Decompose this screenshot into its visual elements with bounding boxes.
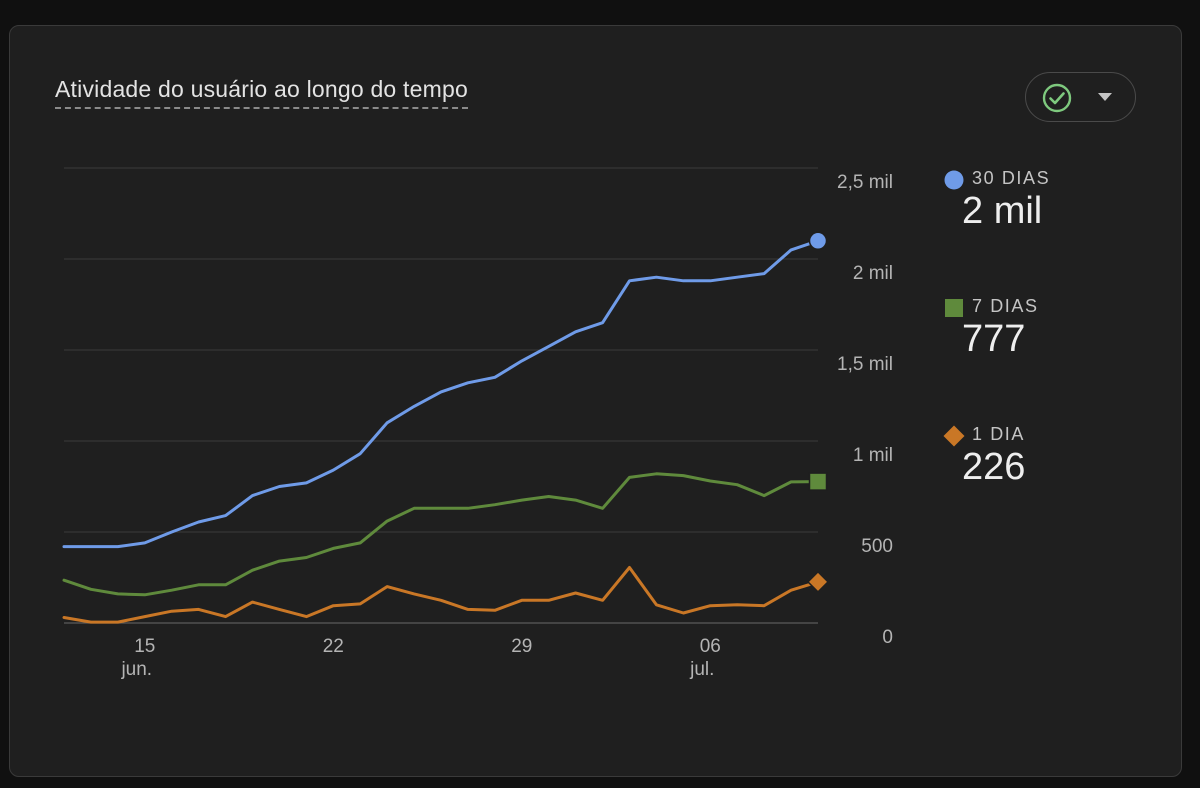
series-line-2: [62, 566, 820, 624]
legend-label: 30 DIAS: [972, 168, 1051, 188]
caret-down-icon: [1098, 93, 1112, 101]
x-tick-label: 22: [323, 636, 344, 657]
series-line-1: [62, 472, 820, 597]
chart-card: [9, 25, 1182, 777]
x-tick-sublabel: jul.: [689, 659, 714, 680]
check-circle-icon: [1042, 83, 1072, 113]
y-tick-label: 2 mil: [853, 263, 893, 284]
x-tick-label: 15: [134, 636, 155, 657]
legend-label: 7 DIAS: [972, 296, 1039, 316]
legend-value: 2 mil: [962, 190, 1043, 232]
legend-value: 777: [962, 318, 1026, 360]
compare-dropdown-button[interactable]: [1025, 72, 1136, 122]
y-tick-label: 0: [882, 627, 893, 648]
y-tick-label: 1,5 mil: [837, 354, 893, 375]
y-tick-label: 500: [861, 536, 893, 557]
x-tick-sublabel: jun.: [120, 659, 152, 680]
legend-marker-square: [945, 299, 963, 317]
legend-value: 226: [962, 446, 1026, 488]
legend-marker-circle: [944, 170, 964, 190]
x-tick-label: 29: [511, 636, 532, 657]
y-tick-label: 2,5 mil: [837, 172, 893, 193]
y-tick-label: 1 mil: [853, 445, 893, 466]
series-end-marker-square: [808, 472, 828, 491]
card-title[interactable]: Atividade do usuário ao longo do tempo: [55, 76, 468, 109]
legend-marker-diamond: [943, 425, 965, 447]
series-line-0: [62, 239, 820, 549]
legend-label: 1 DIA: [972, 424, 1026, 444]
series-end-marker-circle: [808, 231, 828, 251]
x-tick-label: 06: [700, 636, 721, 657]
series-end-marker-diamond: [806, 570, 830, 593]
